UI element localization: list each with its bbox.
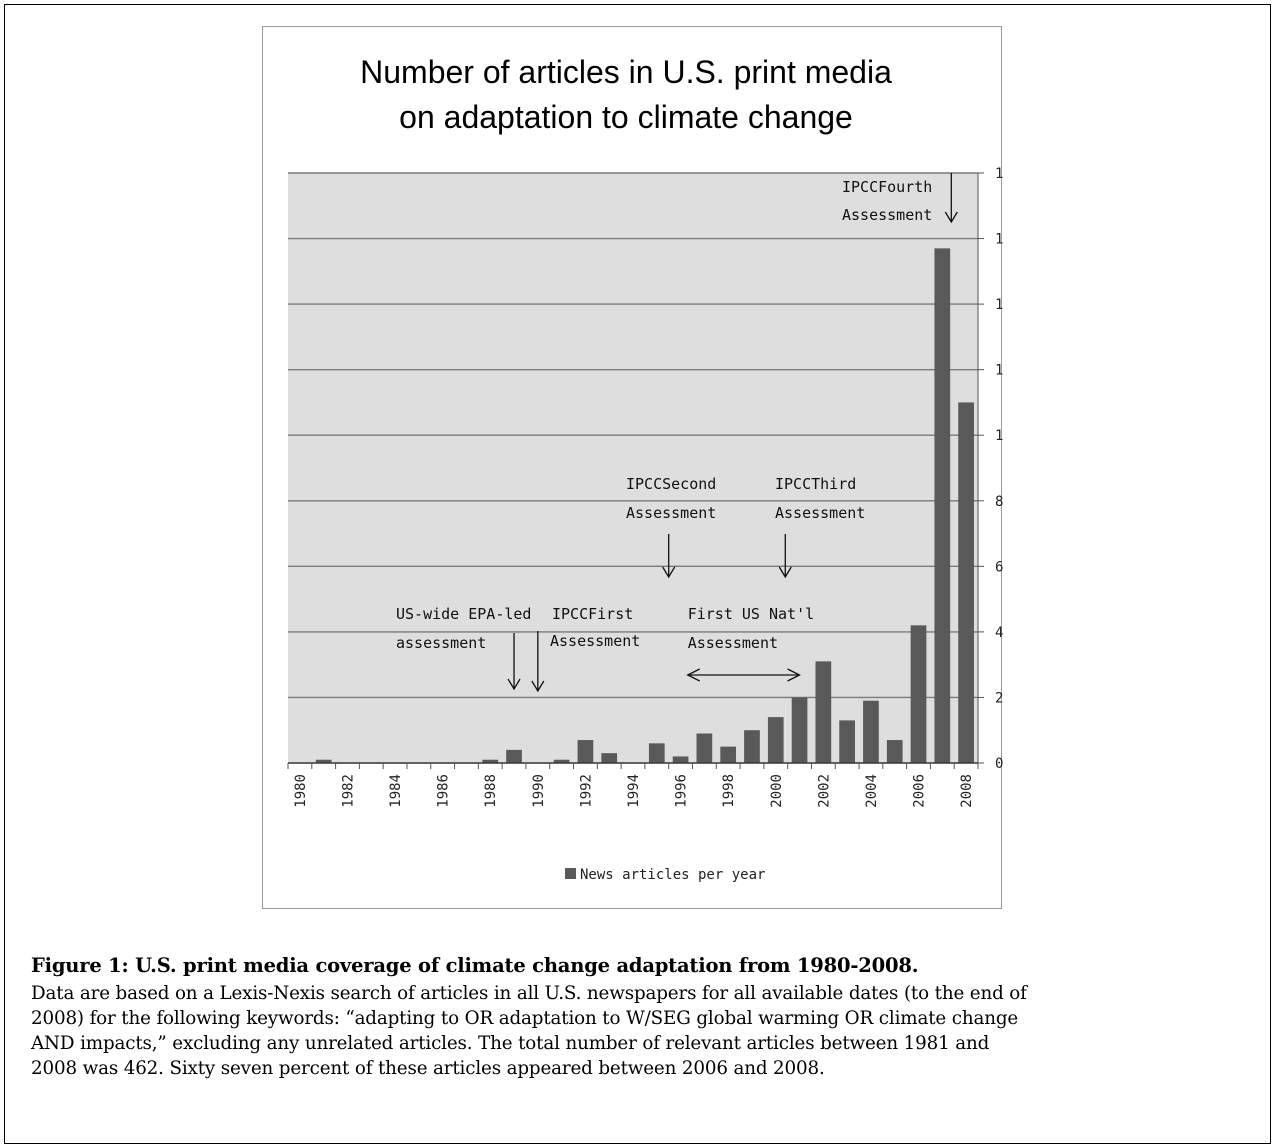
- annotation-label: IPCCFourth: [842, 178, 932, 196]
- y-tick-label: 120: [995, 363, 1003, 379]
- annotation-label: IPCCFirst: [552, 605, 633, 623]
- x-tick-label: 1988: [483, 774, 499, 808]
- x-tick-label: 2008: [959, 774, 975, 808]
- caption-line: 2008 was 462. Sixty seven percent of the…: [31, 1058, 825, 1079]
- bar: [863, 700, 879, 763]
- bar: [720, 746, 737, 763]
- y-tick-label: 80: [995, 494, 1003, 510]
- annotation-double-arrow-head-right: [787, 668, 802, 682]
- bar: [839, 720, 855, 763]
- x-tick-label: 1994: [626, 774, 642, 808]
- bar: [577, 740, 594, 763]
- annotation-arrow-head: [944, 211, 958, 224]
- chart-title-line1: Number of articles in U.S. print media: [360, 54, 892, 90]
- annotation-label: First US Nat'l: [688, 605, 814, 623]
- x-tick-label: 1980: [293, 774, 309, 808]
- annotation-arrow-head: [662, 566, 676, 579]
- y-tick-label: 40: [995, 625, 1003, 641]
- bar: [886, 740, 903, 763]
- plot-area: [288, 173, 978, 763]
- annotation-label: US-wide EPA-led: [396, 605, 531, 623]
- y-tick-label: 100: [995, 428, 1003, 444]
- annotation-label: Assessment: [775, 504, 865, 522]
- y-tick-label: 20: [995, 690, 1003, 706]
- bar: [815, 661, 832, 763]
- y-tick-label: 180: [995, 166, 1003, 182]
- y-tick-label: 160: [995, 232, 1003, 248]
- annotation-label: Assessment: [550, 632, 640, 650]
- bar: [696, 733, 713, 763]
- x-tick-label: 1982: [340, 774, 356, 808]
- annotation-arrow-head: [531, 680, 545, 693]
- annotation-label: assessment: [396, 634, 486, 652]
- x-tick-label: 1986: [436, 774, 452, 808]
- bar: [672, 756, 689, 763]
- bar: [910, 625, 927, 763]
- x-tick-label: 1984: [388, 774, 404, 808]
- caption-line: AND impacts,” excluding any unrelated ar…: [31, 1033, 990, 1054]
- x-tick-label: 2006: [912, 774, 928, 808]
- x-tick-label: 2002: [816, 774, 832, 808]
- caption-line: Data are based on a Lexis-Nexis search o…: [31, 983, 1027, 1004]
- bar: [934, 248, 951, 763]
- x-tick-label: 2004: [864, 774, 880, 808]
- figure-caption: Figure 1: U.S. print media coverage of c…: [31, 953, 1256, 1081]
- bar: [958, 402, 974, 763]
- bar: [315, 759, 332, 763]
- caption-title: Figure 1: U.S. print media coverage of c…: [31, 954, 919, 977]
- bar: [506, 749, 522, 763]
- legend-label: News articles per year: [580, 867, 765, 883]
- annotation-label: Assessment: [626, 504, 716, 522]
- caption-body: Data are based on a Lexis-Nexis search o…: [31, 981, 1256, 1081]
- bar: [553, 759, 570, 763]
- chart-container: Number of articles in U.S. print media o…: [262, 26, 1003, 909]
- bar: [601, 753, 618, 763]
- annotation-arrow-head: [778, 566, 792, 579]
- y-tick-label: 140: [995, 297, 1003, 313]
- x-tick-label: 1998: [721, 774, 737, 808]
- x-tick-label: 1992: [578, 774, 594, 808]
- bar-chart: Number of articles in U.S. print media o…: [287, 54, 1003, 883]
- x-tick-label: 2000: [769, 774, 785, 808]
- annotation-label: Assessment: [688, 634, 778, 652]
- bar: [482, 759, 499, 763]
- bar: [744, 730, 760, 763]
- y-tick-label: 60: [995, 559, 1003, 575]
- chart-title-line2: on adaptation to climate change: [399, 99, 853, 135]
- annotation-label: Assessment: [842, 206, 932, 224]
- annotation-label: IPCCThird: [775, 475, 856, 493]
- x-tick-label: 1996: [674, 774, 690, 808]
- bar: [648, 743, 665, 763]
- caption-line: 2008) for the following keywords: “adapt…: [31, 1008, 1019, 1029]
- legend-swatch: [565, 868, 576, 879]
- figure-frame: Number of articles in U.S. print media o…: [4, 4, 1271, 1144]
- bar: [791, 697, 808, 763]
- annotation-double-arrow-head-left: [686, 668, 701, 682]
- bar: [767, 717, 784, 763]
- y-tick-label: 0: [995, 756, 1003, 772]
- x-tick-label: 1990: [531, 774, 547, 808]
- annotation-label: IPCCSecond: [626, 475, 716, 493]
- annotation-arrow-head: [507, 678, 521, 691]
